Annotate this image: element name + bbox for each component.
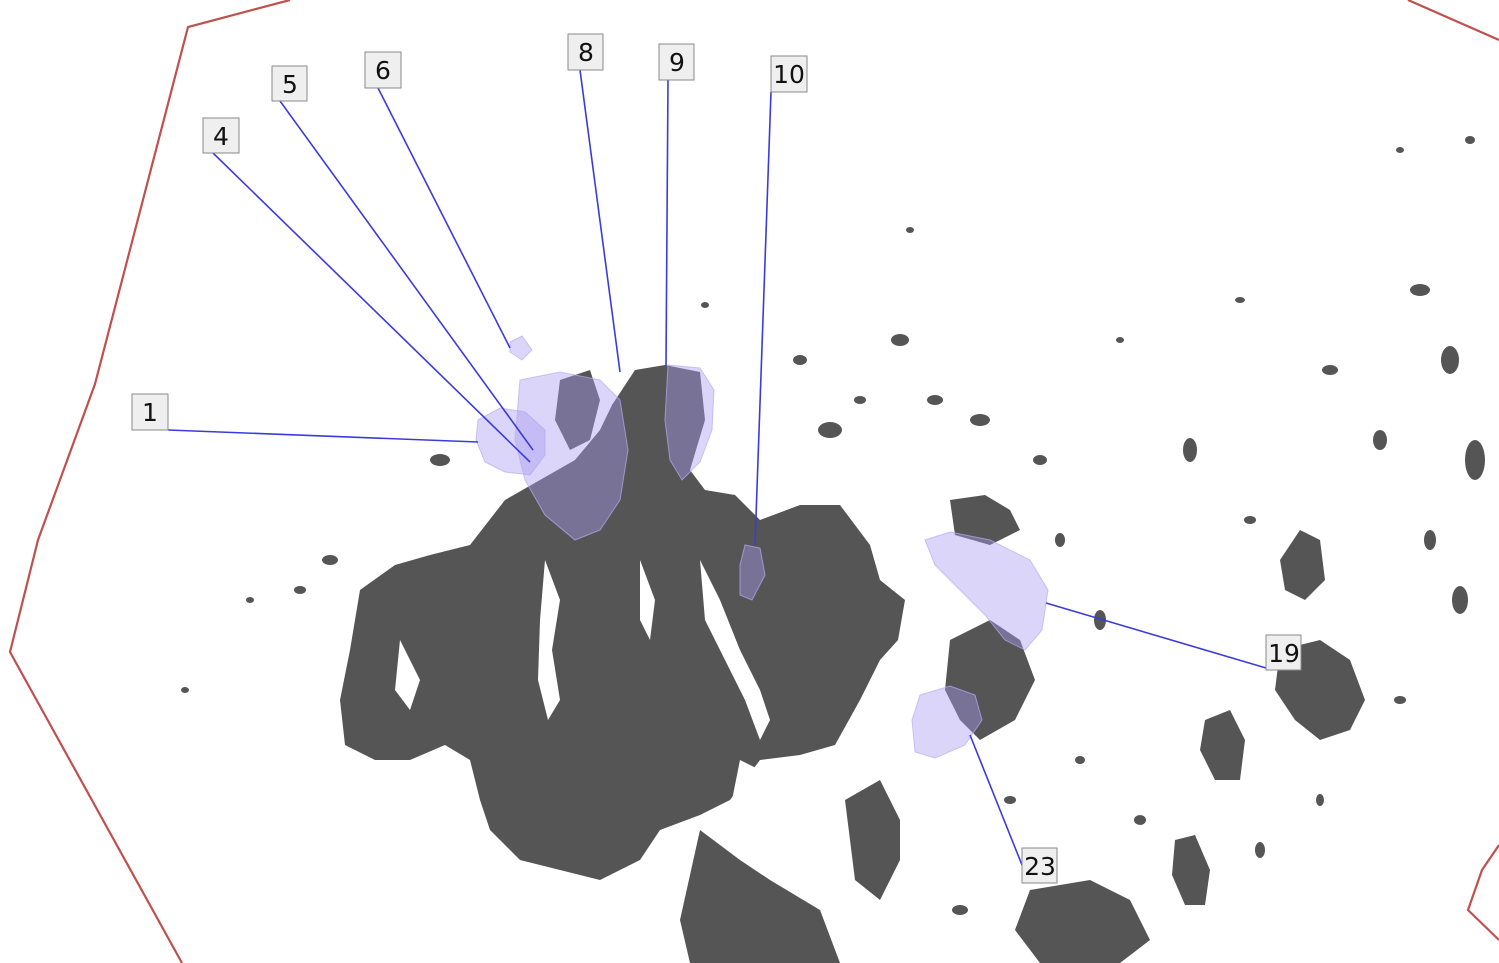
label-19-text: 19 bbox=[1268, 639, 1300, 668]
leader-5 bbox=[279, 100, 534, 451]
label-9-text: 9 bbox=[669, 48, 685, 77]
label-9[interactable]: 9 bbox=[658, 43, 695, 81]
zone-1 bbox=[475, 407, 546, 476]
label-23[interactable]: 23 bbox=[1021, 847, 1058, 884]
zone-6 bbox=[509, 335, 533, 361]
highlight-zones bbox=[475, 335, 1049, 759]
zone-23 bbox=[911, 685, 983, 759]
zone-19 bbox=[924, 531, 1049, 651]
main-landmass bbox=[340, 365, 1365, 963]
label-5-text: 5 bbox=[282, 70, 298, 99]
leader-23 bbox=[969, 734, 1025, 871]
boundary-line bbox=[8, 0, 291, 963]
leader-19 bbox=[1045, 602, 1267, 669]
label-8[interactable]: 8 bbox=[567, 33, 604, 71]
leader-8 bbox=[579, 69, 621, 373]
boundary-line-east bbox=[1407, 0, 1499, 941]
label-6-text: 6 bbox=[375, 56, 391, 85]
label-5[interactable]: 5 bbox=[271, 65, 308, 102]
zone-10 bbox=[739, 544, 766, 601]
label-10-text: 10 bbox=[773, 60, 805, 89]
islets bbox=[181, 136, 1485, 915]
label-10[interactable]: 10 bbox=[770, 55, 808, 93]
label-4-text: 4 bbox=[213, 122, 229, 151]
leader-1 bbox=[167, 429, 479, 443]
leader-10 bbox=[754, 91, 772, 546]
leader-4 bbox=[212, 152, 531, 463]
label-23-text: 23 bbox=[1024, 852, 1056, 881]
inner-channels bbox=[395, 560, 840, 870]
label-8-text: 8 bbox=[578, 38, 594, 67]
label-6[interactable]: 6 bbox=[364, 51, 402, 89]
label-1[interactable]: 1 bbox=[131, 393, 169, 431]
label-1-text: 1 bbox=[142, 398, 158, 427]
leader-6 bbox=[377, 87, 511, 349]
label-4[interactable]: 4 bbox=[202, 117, 240, 154]
zone-main-cluster bbox=[514, 371, 629, 541]
zone-9 bbox=[664, 364, 715, 481]
leader-lines bbox=[167, 69, 1267, 871]
leader-9 bbox=[665, 79, 669, 367]
label-19[interactable]: 19 bbox=[1265, 634, 1302, 671]
